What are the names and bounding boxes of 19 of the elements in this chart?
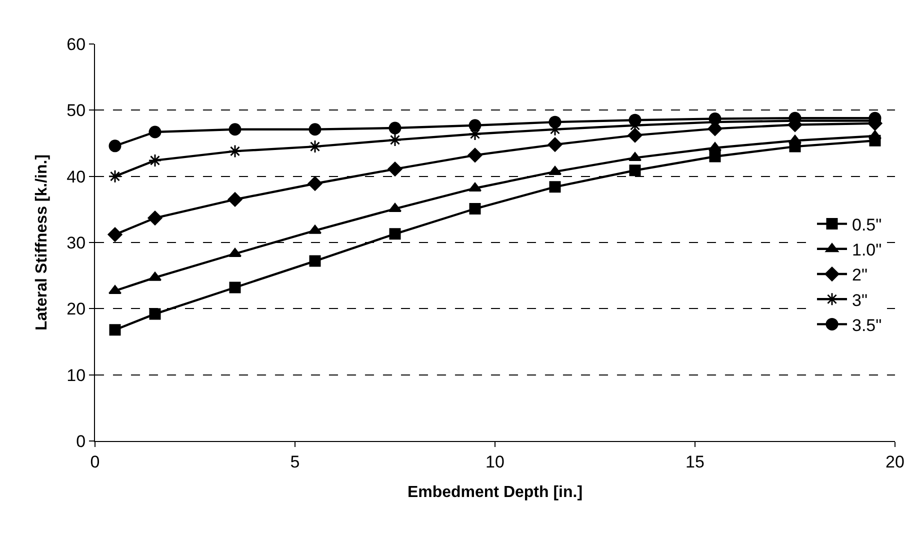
x-tick-label: 0	[90, 452, 100, 472]
legend-label: 3.5"	[852, 316, 882, 335]
y-tick-label: 20	[66, 300, 86, 319]
legend-label: 1.0"	[852, 240, 882, 260]
y-tick-label: 40	[66, 167, 86, 186]
y-tick-label: 50	[66, 101, 86, 120]
x-tick-label: 15	[686, 452, 704, 472]
y-tick-label: 60	[66, 34, 86, 54]
legend-label: 3"	[852, 290, 868, 310]
legend-label: 2"	[852, 266, 868, 285]
y-tick-label: 0	[76, 432, 86, 451]
x-tick-label: 10	[486, 452, 504, 472]
x-axis-title: Embedment Depth [in.]	[407, 484, 583, 502]
y-tick-label: 30	[66, 233, 86, 252]
legend-label: 0.5"	[852, 215, 882, 234]
y-axis-title: Lateral Stiffness [k./in.]	[34, 154, 51, 331]
x-tick-label: 5	[290, 452, 300, 472]
y-tick-label: 10	[66, 366, 86, 385]
x-tick-label: 20	[886, 452, 904, 472]
